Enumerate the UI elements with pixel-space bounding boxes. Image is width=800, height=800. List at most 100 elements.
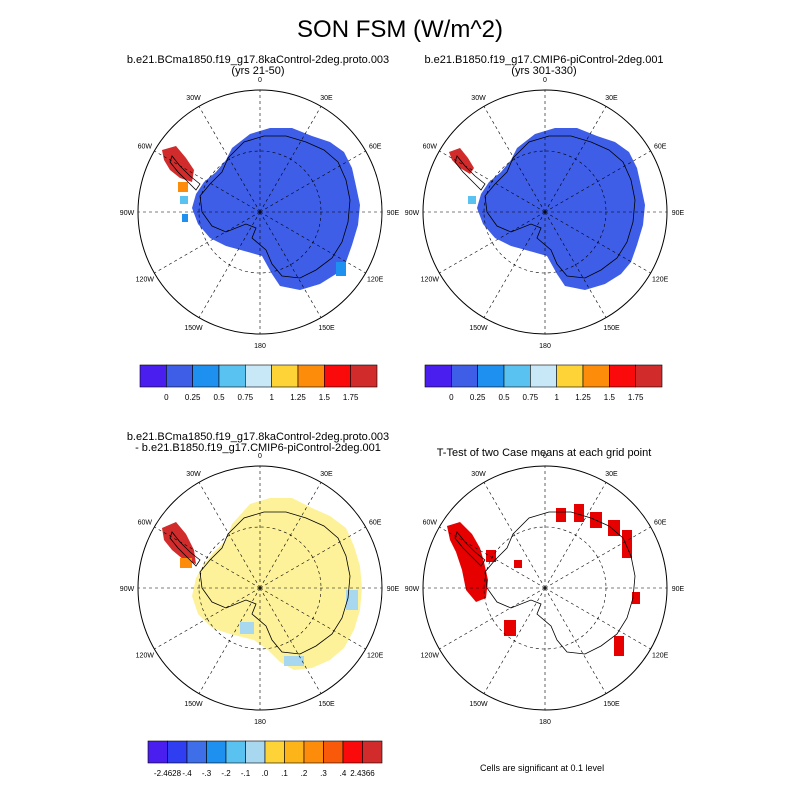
longitude-label: 150E — [603, 325, 620, 332]
longitude-label: 180 — [254, 719, 266, 726]
polar-map-bottom-left — [162, 498, 362, 670]
colorbar-swatch — [609, 364, 636, 388]
colorbar-tick-label: .3 — [320, 769, 327, 778]
light-blue-cell — [240, 622, 254, 634]
meridian-line — [439, 150, 546, 213]
colorbar-swatch — [556, 364, 584, 388]
longitude-label: 0 — [543, 77, 547, 84]
longitude-label: 90E — [672, 586, 685, 593]
panel-title-bottom-left: b.e21.BCma1850.f19_g17.8kaControl-2deg.p… — [108, 432, 408, 454]
colorbar-swatch — [424, 364, 452, 388]
light-blue-cell — [284, 656, 304, 666]
longitude-label: 60E — [654, 520, 667, 527]
colorbar-tick-label: 1.75 — [343, 393, 359, 402]
meridian-line — [483, 587, 546, 694]
colorbar-tick-label: 1 — [269, 393, 274, 402]
colorbar-top-left: 0 0.25 0.5 0.75 1 1.25 1.5 1.75 — [139, 364, 378, 402]
meridian-line — [483, 211, 546, 318]
colorbar-swatch — [167, 740, 188, 764]
light-blue-cell — [468, 196, 476, 204]
colorbar-swatch — [245, 364, 272, 388]
meridian-line — [198, 587, 261, 694]
meridian-line — [198, 482, 261, 589]
meridian-line — [259, 150, 366, 213]
longitude-label: 30E — [605, 95, 618, 102]
colorbar-tick-label: -.2 — [221, 769, 231, 778]
peninsula-cells — [162, 522, 196, 564]
light-blue-cell — [180, 196, 188, 204]
longitude-label: 90E — [672, 210, 685, 217]
panel-title-top-right: b.e21.B1850.f19_g17.CMIP6-piControl-2deg… — [394, 55, 694, 77]
colorbar-swatch — [245, 740, 266, 764]
colorbar-tick-label: .4 — [340, 769, 347, 778]
longitude-label: 30E — [320, 95, 333, 102]
difference-field — [192, 498, 362, 670]
colorbar-swatch — [166, 364, 193, 388]
ice-field — [477, 128, 645, 290]
longitude-label: 60W — [423, 144, 438, 151]
meridian-line — [483, 482, 546, 589]
polar-map-top-right — [449, 128, 645, 290]
meridian-line — [154, 211, 261, 274]
longitude-label: 90E — [387, 210, 400, 217]
colorbar-swatch — [362, 740, 383, 764]
colorbar-swatch — [503, 364, 531, 388]
meridian-line — [544, 526, 651, 589]
coastline-peninsula — [169, 155, 201, 191]
significant-cell — [622, 530, 632, 558]
longitude-label: 60E — [369, 144, 382, 151]
colorbar-swatch — [342, 740, 363, 764]
longitude-label: 120W — [421, 277, 440, 284]
meridian-line — [544, 482, 607, 589]
page-title: SON FSM (W/m^2) — [297, 16, 503, 43]
graticule-bottom-left: 0 30E 60E 90E 120E 150E 180 150W 120W 90W 60W 30W — [120, 453, 400, 726]
colorbar-swatch — [225, 740, 246, 764]
colorbar-tick-label: 0 — [449, 393, 454, 402]
longitude-label: 120W — [136, 277, 155, 284]
meridian-line — [259, 587, 366, 650]
longitude-label: 150E — [603, 701, 620, 708]
orange-cell — [178, 182, 188, 192]
longitude-label: 0 — [543, 453, 547, 460]
panel-title-line2: (yrs 301-330) — [511, 65, 577, 77]
longitude-label: 90E — [387, 586, 400, 593]
colorbar-tick-label: -2.4628 — [154, 769, 182, 778]
colorbar-swatch — [582, 364, 610, 388]
significance-note: Cells are significant at 0.1 level — [480, 763, 605, 773]
meridian-line — [259, 211, 322, 318]
coastline-peninsula — [454, 155, 486, 191]
significant-cell — [574, 504, 584, 522]
colorbar-tick-label: 0.25 — [185, 393, 201, 402]
meridian-line — [259, 526, 366, 589]
longitude-label: 120E — [652, 653, 669, 660]
colorbar-tick-label: .0 — [262, 769, 269, 778]
longitude-label: 60W — [138, 520, 153, 527]
meridian-line — [154, 526, 261, 589]
colorbar-tick-label: .2 — [301, 769, 308, 778]
colorbar-tick-label: 0.5 — [213, 393, 225, 402]
colorbar-swatch — [530, 364, 557, 388]
longitude-label: 60W — [138, 144, 153, 151]
longitude-label: 90W — [120, 586, 135, 593]
colorbar-tick-label: -.1 — [241, 769, 251, 778]
longitude-label: 150W — [184, 325, 203, 332]
meridian-line — [154, 150, 261, 213]
longitude-label: 60W — [423, 520, 438, 527]
panel-title-line2: - b.e21.B1850.f19_g17.CMIP6-piControl-2d… — [135, 442, 381, 454]
colorbar-swatch — [635, 364, 663, 388]
meridian-line — [154, 587, 261, 650]
colorbar-swatch — [323, 740, 344, 764]
colorbar-tick-label: 1.5 — [319, 393, 331, 402]
longitude-label: 120W — [421, 653, 440, 660]
orange-cell — [180, 558, 192, 568]
colorbar-tick-label: 1.25 — [290, 393, 306, 402]
longitude-label: 150E — [318, 701, 335, 708]
meridian-line — [544, 587, 651, 650]
meridian-line — [439, 526, 546, 589]
coastline — [484, 511, 636, 655]
longitude-label: 180 — [254, 343, 266, 350]
longitude-label: 30W — [471, 95, 486, 102]
significant-cell — [614, 636, 624, 656]
longitude-label: 120W — [136, 653, 155, 660]
